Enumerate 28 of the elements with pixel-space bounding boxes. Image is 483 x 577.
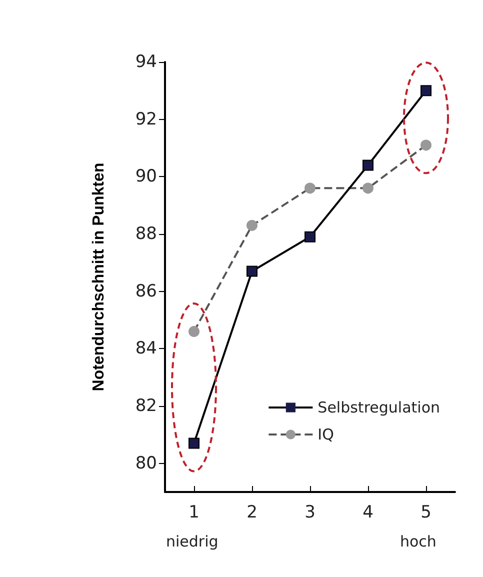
point — [362, 182, 374, 194]
text: niedrig — [166, 532, 218, 550]
x-tick-label: 5 — [420, 502, 432, 522]
point — [246, 220, 258, 231]
point — [420, 140, 432, 151]
point — [188, 326, 200, 337]
y-tick-label: 82 — [135, 396, 157, 416]
legend-label: IQ — [318, 426, 334, 444]
y-tick-label: 90 — [135, 166, 157, 187]
y-tick-label: 84 — [135, 338, 157, 359]
point — [420, 85, 432, 96]
y-axis-title: Notendurchschnitt in Punkten — [90, 162, 108, 392]
point — [362, 160, 374, 171]
y-tick-label: 92 — [135, 109, 157, 130]
y-tick-label: 80 — [135, 453, 157, 474]
legend-label: Selbstregulation — [318, 398, 440, 416]
x-tick-label: 3 — [304, 502, 316, 522]
point — [304, 182, 316, 194]
text: hoch — [400, 532, 436, 550]
x-tick-label: 4 — [362, 502, 374, 522]
x-tick-label: 2 — [246, 502, 258, 522]
point — [246, 266, 258, 277]
x-tick-label: 1 — [188, 502, 200, 522]
point — [304, 231, 316, 242]
point — [188, 438, 200, 449]
y-tick-label: 88 — [135, 224, 157, 244]
y-tick-label: 86 — [135, 281, 157, 302]
y-tick-label: 94 — [135, 52, 157, 72]
